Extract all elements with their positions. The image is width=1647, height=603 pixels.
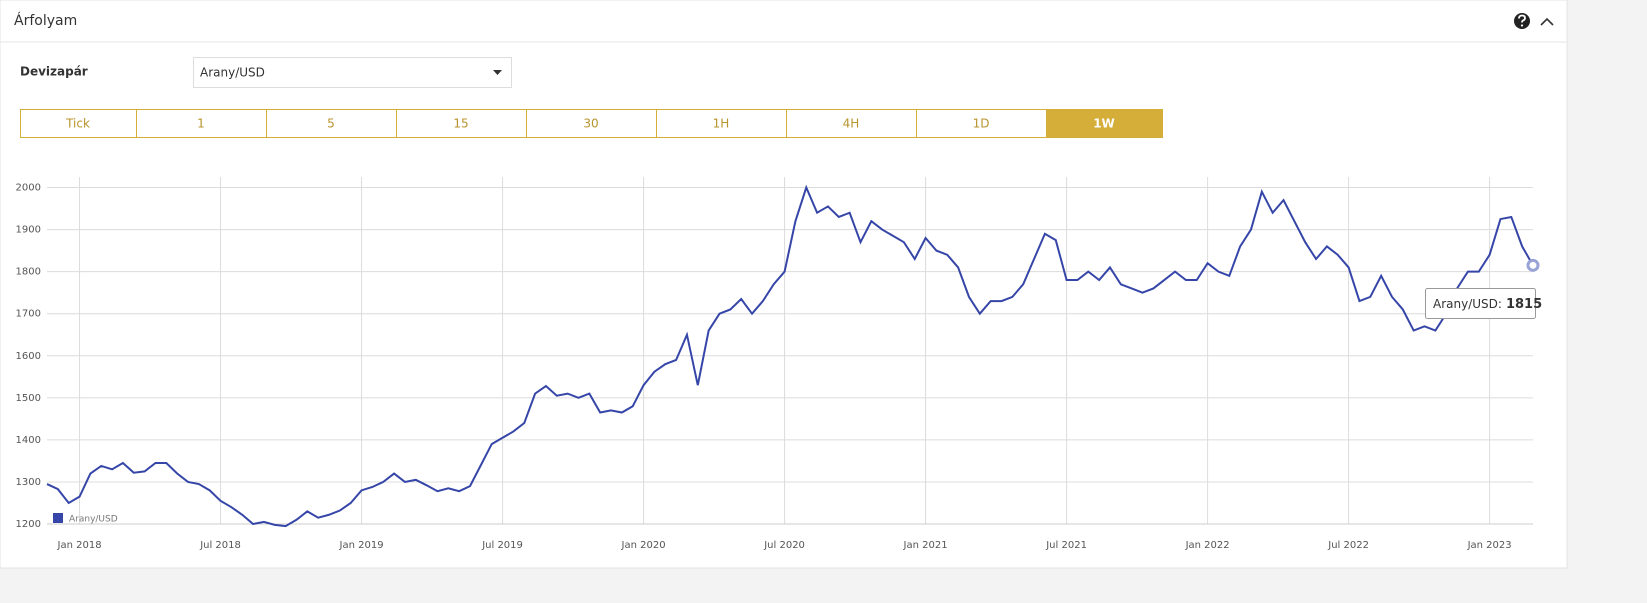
x-tick-label: Jan 2023 [1467, 540, 1512, 551]
x-tick-label: Jul 2019 [481, 540, 523, 551]
button-bg [266, 109, 397, 138]
x-tick-label: Jul 2022 [1327, 540, 1369, 551]
tooltip-label: Arany/USD: [1433, 297, 1502, 311]
y-tick-label: 1200 [16, 519, 41, 530]
legend-label: Arany/USD [69, 515, 118, 525]
timeframe-button[interactable]: 1H [656, 109, 787, 138]
currency-select[interactable]: Arany/USD [193, 57, 512, 88]
button-bg [396, 109, 527, 138]
collapse-icon[interactable] [1540, 17, 1554, 26]
button-bg [1046, 109, 1163, 138]
y-tick-label: 1500 [16, 393, 41, 404]
button-label: 5 [327, 117, 335, 131]
button-label: 1 [197, 117, 205, 131]
y-tick-label: 1400 [16, 435, 41, 446]
y-tick-label: 1700 [16, 309, 41, 320]
button-label: 4H [843, 117, 860, 131]
tooltip: Arany/USD: 1815 [1425, 288, 1542, 319]
x-tick-label: Jul 2018 [199, 540, 241, 551]
x-tick-label: Jul 2021 [1045, 540, 1087, 551]
tooltip-value: 1815 [1506, 297, 1542, 312]
timeframe-button[interactable]: 1W [1046, 109, 1163, 138]
card [0, 0, 1568, 569]
tooltip-box [1425, 288, 1536, 319]
button-bg [136, 109, 267, 138]
timeframe-button[interactable]: 1 [136, 109, 267, 138]
hover-marker [1526, 258, 1540, 272]
timeframe-button[interactable]: Tick [20, 109, 137, 138]
x-tick-label: Jan 2018 [57, 540, 102, 551]
x-tick-label: Jan 2021 [903, 540, 948, 551]
legend-swatch [53, 513, 63, 523]
timeframe-button[interactable]: 30 [526, 109, 657, 138]
x-tick-label: Jul 2020 [763, 540, 805, 551]
x-tick-label: Jan 2020 [621, 540, 666, 551]
button-bg [786, 109, 917, 138]
y-tick-label: 2000 [16, 183, 41, 194]
timeframe-button[interactable]: 1D [916, 109, 1047, 138]
button-label: 1D [973, 117, 990, 131]
timeframe-button[interactable]: 4H [786, 109, 917, 138]
timeframe-button[interactable]: 5 [266, 109, 397, 138]
x-tick-label: Jan 2022 [1185, 540, 1230, 551]
button-bg [20, 109, 137, 138]
button-label: 1H [713, 117, 730, 131]
button-label: Tick [65, 117, 90, 131]
timeframe-button[interactable]: 15 [396, 109, 527, 138]
tooltip-text: Arany/USD: 1815 [1433, 297, 1542, 312]
header-title: Árfolyam [14, 12, 77, 29]
button-bg [916, 109, 1047, 138]
form-label: Devizapár [20, 65, 88, 79]
button-label: 15 [453, 117, 468, 131]
x-tick-label: Jan 2019 [339, 540, 384, 551]
y-tick-label: 1600 [16, 351, 41, 362]
y-tick-label: 1800 [16, 267, 41, 278]
y-tick-label: 1900 [16, 225, 41, 236]
price-line [46, 184, 1534, 528]
button-bg [656, 109, 787, 138]
help-icon[interactable] [1514, 13, 1530, 29]
y-tick-label: 1300 [16, 477, 41, 488]
select-value: Arany/USD [200, 66, 265, 80]
button-label: 30 [583, 117, 598, 131]
button-label: 1W [1093, 117, 1115, 131]
